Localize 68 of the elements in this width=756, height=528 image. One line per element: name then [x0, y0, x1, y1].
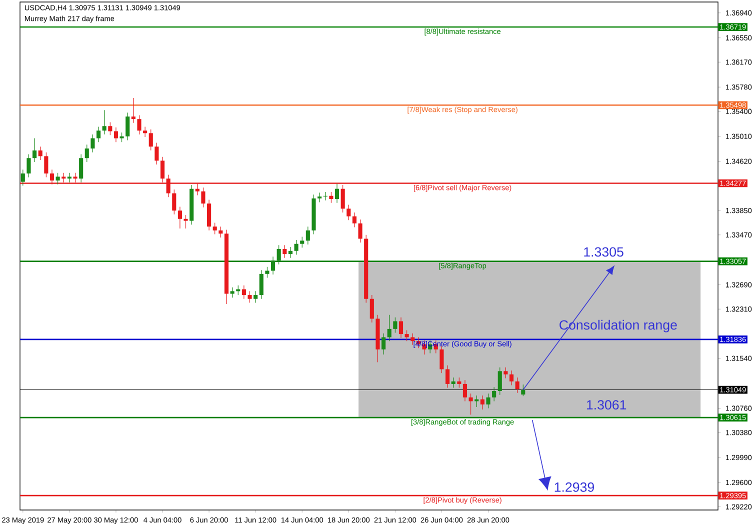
candlestick	[404, 330, 409, 342]
annotation: 1.3305	[584, 247, 624, 257]
candlestick	[276, 244, 281, 265]
candlestick	[114, 127, 118, 142]
candlestick	[504, 367, 508, 378]
candlestick	[457, 377, 462, 388]
candlestick	[259, 270, 264, 300]
candlestick	[218, 226, 223, 238]
candlestick	[352, 212, 356, 228]
candlestick	[32, 138, 37, 162]
candlestick	[201, 187, 206, 208]
candlestick	[126, 112, 130, 140]
candlestick	[56, 172, 60, 185]
candlestick	[370, 294, 374, 323]
candlestick	[492, 386, 496, 402]
candlestick	[26, 154, 31, 178]
candlestick	[90, 134, 95, 153]
candlestick	[248, 290, 252, 304]
candlestick	[212, 222, 217, 235]
candlestick	[84, 144, 89, 162]
candlestick	[20, 169, 25, 186]
candlestick	[346, 204, 351, 220]
candlestick	[480, 395, 484, 410]
candlestick	[398, 317, 404, 338]
candlestick	[148, 129, 153, 151]
candlestick	[451, 377, 456, 388]
candlestick	[230, 287, 234, 298]
candlestick	[102, 110, 106, 135]
candlestick	[254, 290, 258, 304]
candlestick	[67, 172, 72, 183]
candlestick	[207, 199, 212, 231]
candlestick	[270, 256, 276, 275]
candlestick	[521, 384, 526, 396]
candlestick	[79, 154, 84, 183]
candlestick	[242, 285, 246, 300]
candlestick	[498, 367, 502, 396]
candlestick	[178, 206, 182, 229]
candlestick	[96, 126, 101, 142]
candlestick	[445, 365, 450, 388]
candlestick	[486, 393, 490, 409]
candlestick	[108, 122, 112, 136]
candlestick	[318, 192, 322, 203]
candlestick	[358, 219, 362, 243]
candlestick	[44, 152, 48, 178]
candlestick	[282, 244, 287, 258]
candlestick	[265, 266, 270, 278]
candlestick	[387, 314, 392, 342]
candlestick	[300, 236, 304, 248]
candlestick	[509, 370, 514, 386]
annotation: 1.3061	[586, 400, 626, 410]
candlestick	[38, 146, 42, 160]
candlestick	[288, 246, 293, 258]
candlestick	[294, 240, 298, 256]
candlestick	[143, 126, 148, 138]
candlestick	[137, 114, 142, 135]
candlestick	[329, 192, 334, 204]
candlestick	[154, 142, 159, 165]
candlestick	[334, 183, 340, 204]
candlestick	[393, 317, 398, 334]
candlestick	[382, 333, 386, 355]
candlestick	[131, 98, 136, 124]
candlestick	[462, 380, 468, 402]
candlestick	[184, 214, 188, 229]
annotation: 1.2939	[554, 482, 594, 492]
candlestick	[306, 226, 310, 245]
candlestick	[515, 377, 520, 394]
candlestick	[172, 189, 176, 215]
candlestick	[120, 132, 124, 142]
